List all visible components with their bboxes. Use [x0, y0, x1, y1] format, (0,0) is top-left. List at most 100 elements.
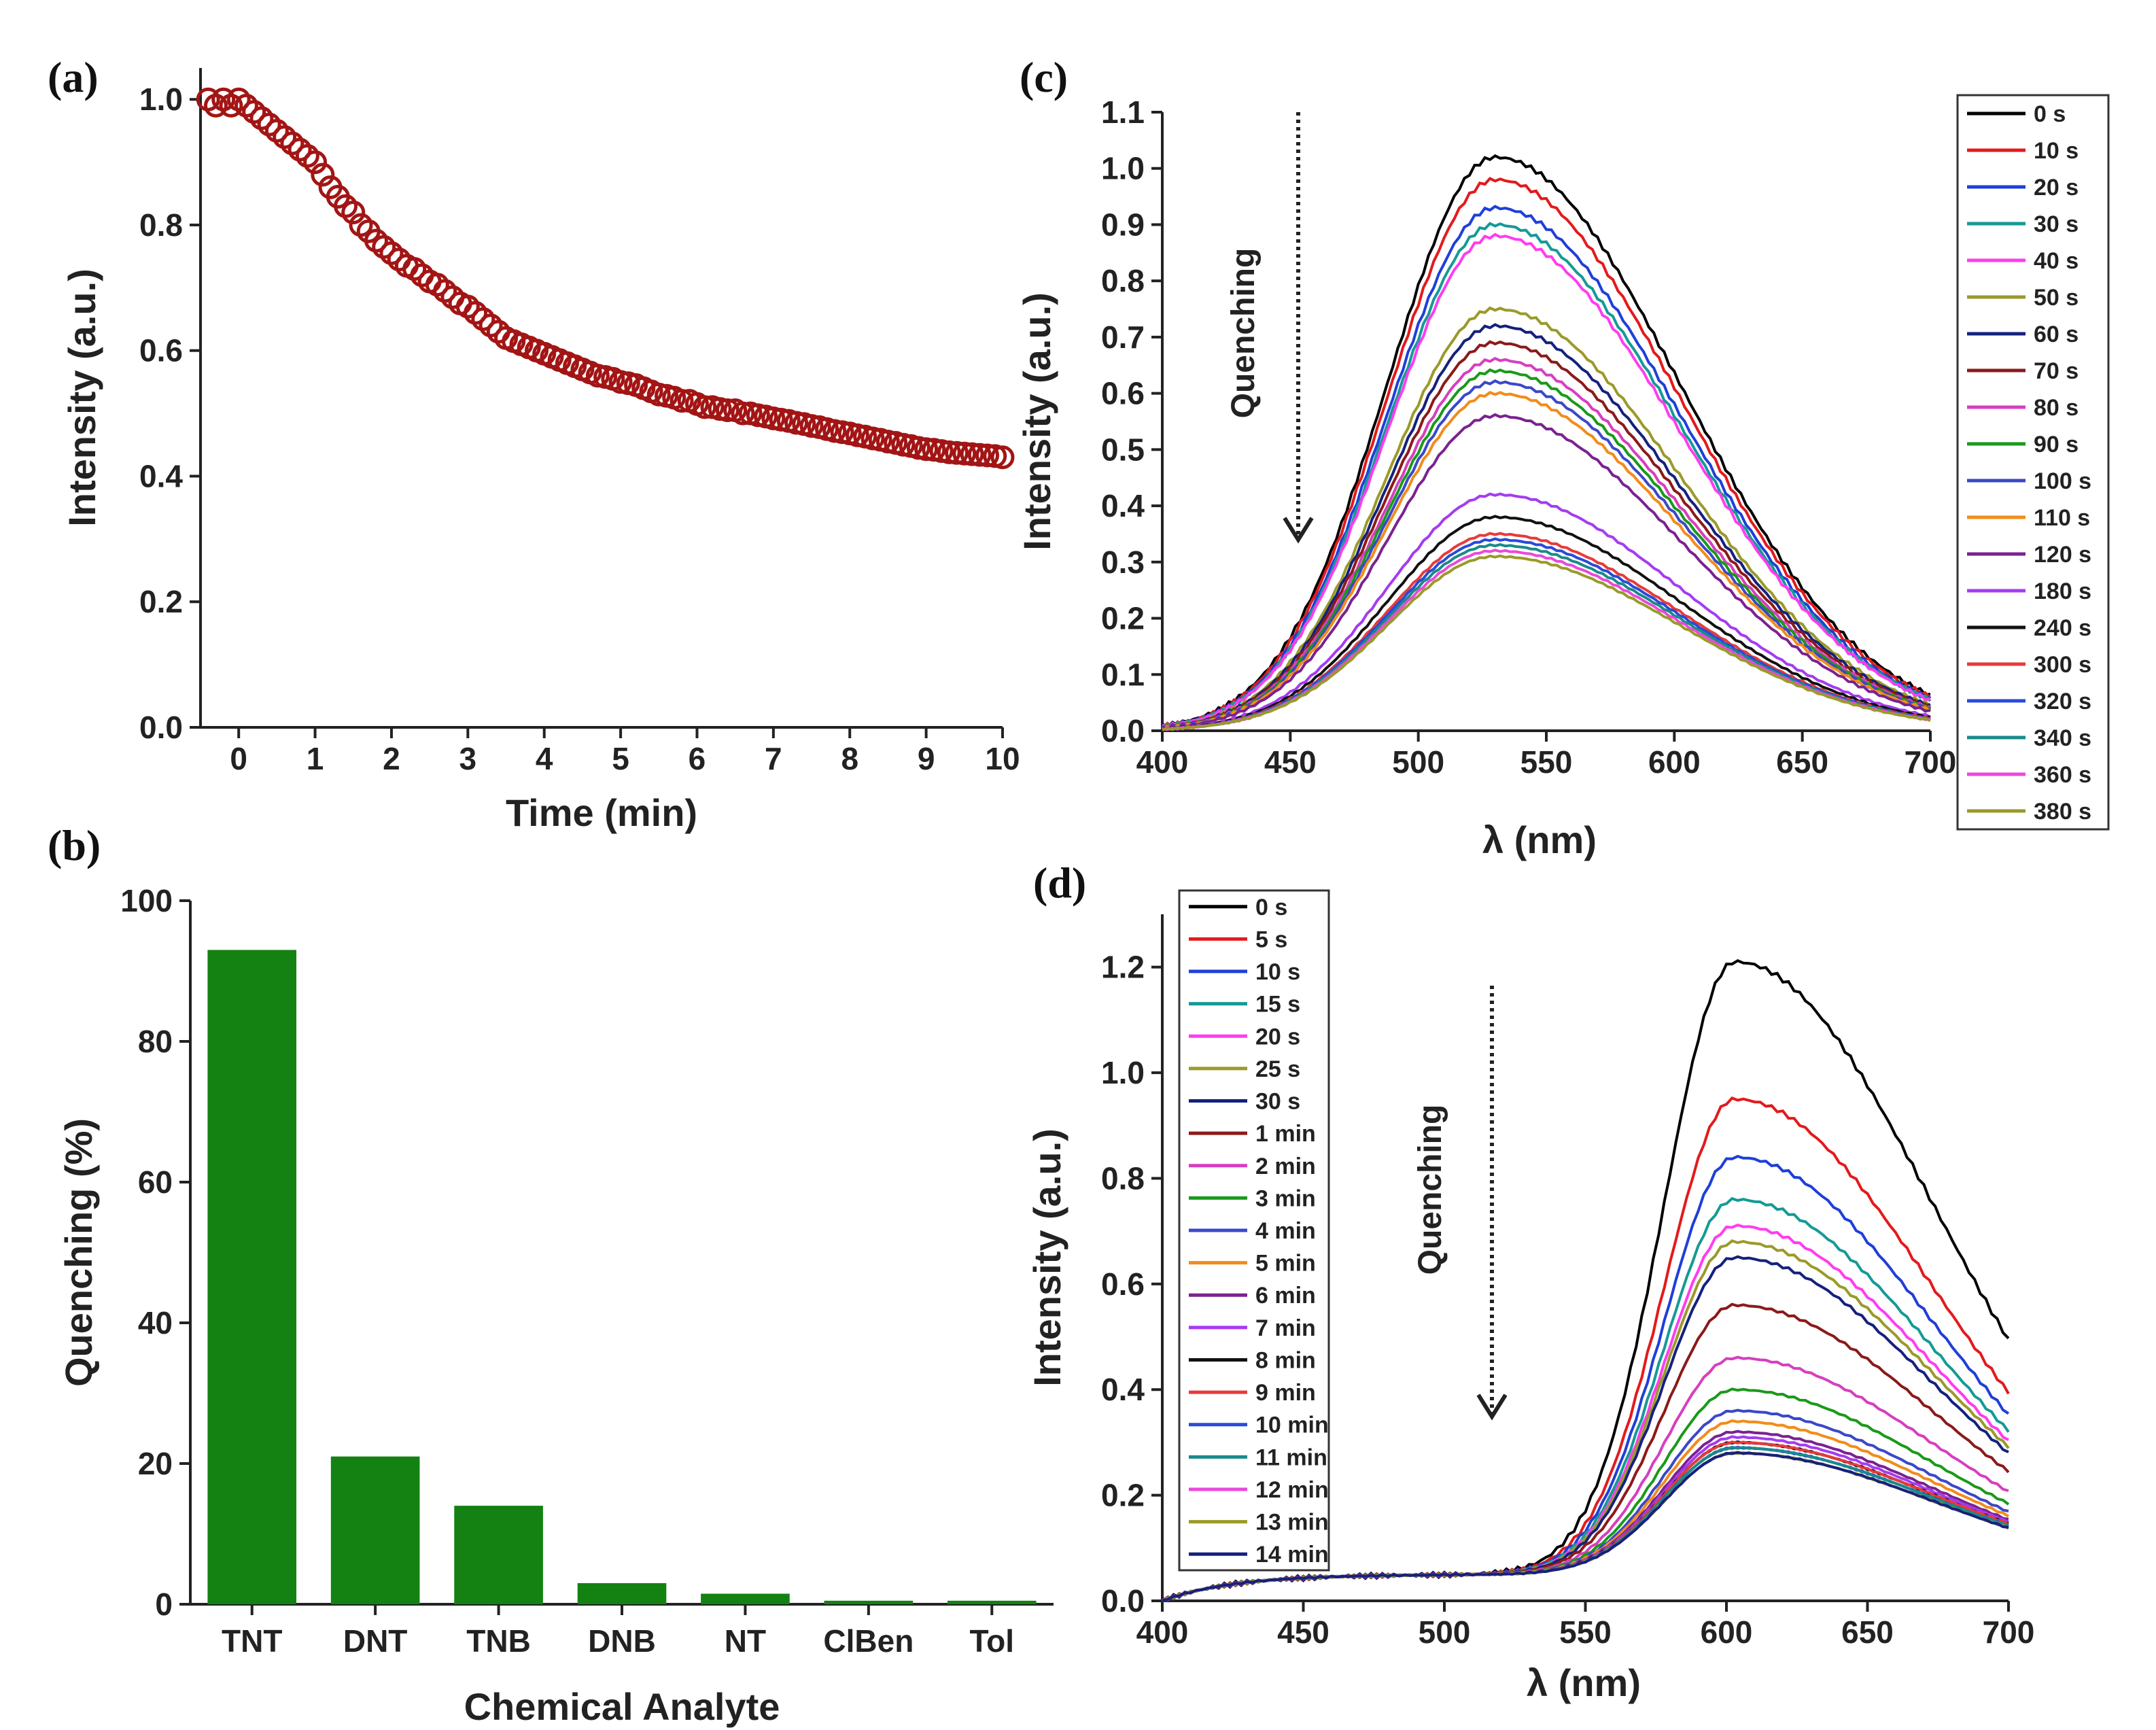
panel-a-data-point — [715, 398, 740, 422]
panel-c-series-line — [1161, 340, 1932, 730]
panel-b-category-label: ClBen — [823, 1623, 914, 1659]
panel-d-letter: (d) — [1033, 859, 1086, 907]
panel-a-y-tick-label: 0.4 — [139, 458, 183, 494]
panel-b-y-tick-label: 40 — [138, 1305, 173, 1340]
panel-c-y-tick-label: 0.9 — [1101, 207, 1145, 242]
panel-d-y-tick-label: 1.2 — [1101, 950, 1145, 985]
panel-c-x-tick-label: 700 — [1905, 744, 1957, 780]
panel-c-letter: (c) — [1020, 53, 1068, 101]
panel-b-letter: (b) — [48, 821, 101, 869]
panel-a-x-tick-label: 9 — [918, 741, 935, 776]
panel-c-x-tick-label: 450 — [1264, 744, 1317, 780]
panel-c-y-tick-label: 0.0 — [1101, 713, 1145, 748]
panel-d-x-tick-label: 450 — [1277, 1614, 1329, 1650]
panel-c-series-line — [1161, 222, 1932, 730]
panel-b-bar — [577, 1582, 667, 1604]
panel-c-legend-label: 180 s — [2034, 578, 2091, 604]
panel-a-x-tick-label: 10 — [985, 741, 1020, 776]
panel-c-legend-label: 380 s — [2034, 799, 2091, 825]
panel-d-legend-label: 6 min — [1255, 1283, 1316, 1309]
panel-d-legend-label: 5 s — [1255, 927, 1287, 952]
panel-a-letter: (a) — [48, 53, 99, 101]
panel-a-x-axis-label: Time (min) — [506, 791, 697, 834]
panel-d-legend-label: 13 min — [1255, 1510, 1329, 1536]
panel-b-y-tick-label: 60 — [138, 1164, 173, 1200]
panel-c-series-line — [1162, 554, 1931, 731]
panel-d-legend-label: 1 min — [1255, 1121, 1316, 1147]
panel-d-legend-label: 3 min — [1255, 1186, 1316, 1211]
panel-b-category-label: TNB — [466, 1623, 531, 1659]
panel-a-data-point — [960, 442, 984, 466]
panel-a-data-point — [670, 389, 694, 413]
panel-b-y-axis-label: Quenching (%) — [57, 1118, 100, 1387]
panel-d-legend-label: 4 min — [1255, 1218, 1316, 1244]
panel-a-data-point — [945, 440, 969, 465]
panel-d-y-tick-label: 0.8 — [1101, 1160, 1145, 1196]
panel-a-plot-area: 0 1 2 3 4 5 6 7 8 9 10 0.0 0.2 0.4 0.6 0.8 1.0 — [139, 68, 1020, 776]
panel-b-bar — [701, 1593, 790, 1604]
panel-c-legend-label: 340 s — [2034, 725, 2091, 751]
panel-c-quenching-arrow-head — [1283, 517, 1314, 544]
panel-c-x-tick-label: 600 — [1648, 744, 1701, 780]
panel-a-x-tick-label: 8 — [841, 741, 858, 776]
panel-d-legend-label: 20 s — [1255, 1024, 1300, 1050]
panel-c-y-tick-label: 1.0 — [1101, 151, 1145, 186]
panel-c-y-tick-label: 0.4 — [1101, 488, 1145, 523]
panel-b-y-tick-label: 80 — [138, 1024, 173, 1059]
panel-c-legend-label: 80 s — [2034, 395, 2079, 421]
panel-d-legend-label: 2 min — [1255, 1154, 1316, 1179]
panel-a-data-point — [731, 401, 755, 426]
panel-a-x-tick-label: 7 — [765, 741, 782, 776]
panel-d-x-tick-label: 500 — [1419, 1614, 1471, 1650]
panel-d-legend-label: 5 min — [1255, 1251, 1316, 1277]
panel-b-y-tick-label: 100 — [120, 883, 173, 918]
panel-b-plot-area: 0 20 40 60 80 100 TNT DNT TNB DNB NT ClBen Tol — [120, 883, 1054, 1659]
panel-d-series-line — [1162, 1451, 2009, 1602]
panel-c-legend-label: 40 s — [2034, 248, 2079, 274]
panel-a-data-point — [967, 443, 992, 467]
panel-c-legend-label: 120 s — [2034, 542, 2091, 568]
panel-c-legend-label: 10 s — [2034, 138, 2079, 164]
panel-b-y-tick-label: 0 — [155, 1587, 173, 1622]
panel-d-x-axis-label: λ (nm) — [1527, 1661, 1641, 1704]
panel-a-x-tick-label: 3 — [459, 741, 477, 776]
panel-d-legend-label: 10 min — [1255, 1413, 1329, 1438]
panel-d-x-tick-label: 550 — [1559, 1614, 1612, 1650]
panel-a-x-tick-label: 0 — [230, 741, 247, 776]
panel-b-y-tick-label: 20 — [138, 1446, 173, 1481]
panel-d-y-tick-label: 0.0 — [1101, 1583, 1145, 1619]
panel-d-x-tick-label: 700 — [1983, 1614, 2035, 1650]
panel-d-legend-label: 8 min — [1255, 1347, 1316, 1373]
panel-c-quenching-annotation: Quenching — [1225, 248, 1262, 419]
panel-d-legend-label: 0 s — [1255, 895, 1287, 920]
panel-c-legend-label: 100 s — [2034, 468, 2091, 494]
panel-c-y-axis-label: Intensity (a.u.) — [1015, 292, 1058, 551]
panel-a-x-tick-label: 2 — [383, 741, 400, 776]
panel-c-y-tick-label: 0.3 — [1101, 544, 1145, 580]
panel-c-x-tick-label: 550 — [1520, 744, 1573, 780]
panel-c-legend-label: 240 s — [2034, 615, 2091, 641]
panel-d-y-axis-label: Intensity (a.u.) — [1026, 1128, 1068, 1387]
panel-a-data-point — [341, 200, 366, 224]
panel-a-data-point — [990, 445, 1015, 470]
panel-b-category-label: DNT — [343, 1623, 408, 1659]
panel-a-y-axis-label: Intensity (a.u.) — [60, 269, 103, 527]
panel-b: (b) 0 20 40 60 80 100 TNT DNT TNB DNB NT ClBen Tol C… — [48, 821, 1054, 1728]
panel-a-data-point — [975, 443, 1000, 468]
panel-d-legend-label: 10 s — [1255, 959, 1300, 985]
panel-c-legend-label: 30 s — [2034, 211, 2079, 237]
panel-d-legend-label: 12 min — [1255, 1477, 1329, 1503]
panel-c-legend-label: 0 s — [2034, 101, 2066, 127]
panel-c-legend-label: 110 s — [2034, 505, 2090, 531]
panel-b-category-label: Tol — [969, 1623, 1014, 1659]
panel-b-bar — [947, 1600, 1037, 1604]
panel-c-x-tick-label: 400 — [1136, 744, 1189, 780]
panel-a-y-tick-label: 0.8 — [139, 207, 183, 243]
panel-c-legend: 0 s 10 s 20 s 30 s 40 s 50 s 60 s 70 s 80 s 90 s 1… — [1956, 94, 2110, 831]
panel-b-category-label: DNB — [588, 1623, 656, 1659]
panel-c-y-tick-label: 1.1 — [1101, 94, 1145, 130]
panel-c-series-line — [1162, 413, 1931, 731]
panel-d-legend: 0 s 5 s 10 s 15 s 20 s 25 s 30 s 1 min 2 min 3 mi… — [1178, 889, 1330, 1572]
panel-a-x-tick-label: 6 — [689, 741, 706, 776]
